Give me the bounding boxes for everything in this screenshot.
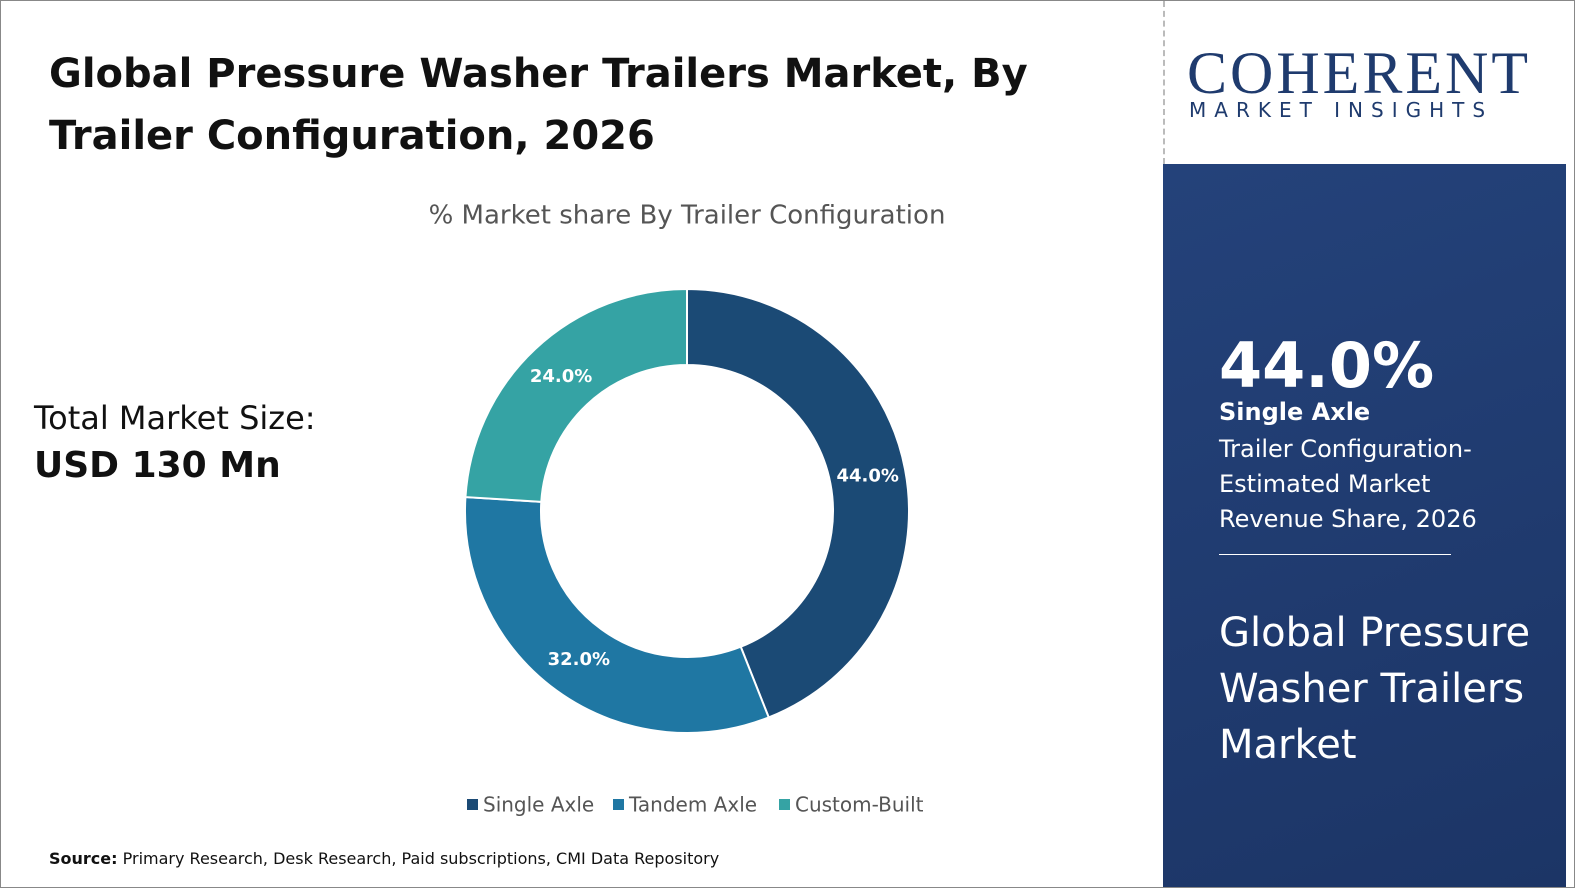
data-label: 24.0% <box>530 366 592 387</box>
market-size-label: Total Market Size: <box>34 399 316 437</box>
side-panel <box>1163 164 1566 887</box>
data-label: 44.0% <box>837 466 899 487</box>
legend-swatch <box>613 799 624 810</box>
legend-label: Single Axle <box>483 793 594 817</box>
rule <box>1219 554 1451 555</box>
donut-slice <box>464 496 771 734</box>
logo-name: COHERENT <box>1187 40 1531 106</box>
donut-slice <box>686 287 910 719</box>
highlight-segment: Single Axle <box>1219 398 1371 426</box>
logo-tagline: MARKET INSIGHTS <box>1189 98 1494 122</box>
data-label: 32.0% <box>548 649 610 670</box>
chart: % Market share By Trailer Configuration … <box>429 201 946 817</box>
highlight-market: Global Pressure Washer Trailers Market <box>1219 610 1531 768</box>
legend-label: Tandem Axle <box>628 793 757 817</box>
title: Global Pressure Washer Trailers Market, … <box>49 51 1028 159</box>
legend-swatch <box>467 799 478 810</box>
source-label: Source: <box>49 849 118 868</box>
chart-title: % Market share By Trailer Configuration <box>429 201 946 231</box>
legend-swatch <box>779 799 790 810</box>
donut-slice <box>464 287 688 503</box>
highlight-value: 44.0% <box>1219 329 1435 402</box>
legend-label: Custom-Built <box>795 793 924 817</box>
highlight-description: Trailer Configuration-Estimated Market R… <box>1219 435 1477 533</box>
source-text: Primary Research, Desk Research, Paid su… <box>122 849 720 868</box>
market-size-value: USD 130 Mn <box>34 445 281 486</box>
source: Source: Primary Research, Desk Research,… <box>49 849 719 868</box>
divider <box>1163 1 1165 164</box>
